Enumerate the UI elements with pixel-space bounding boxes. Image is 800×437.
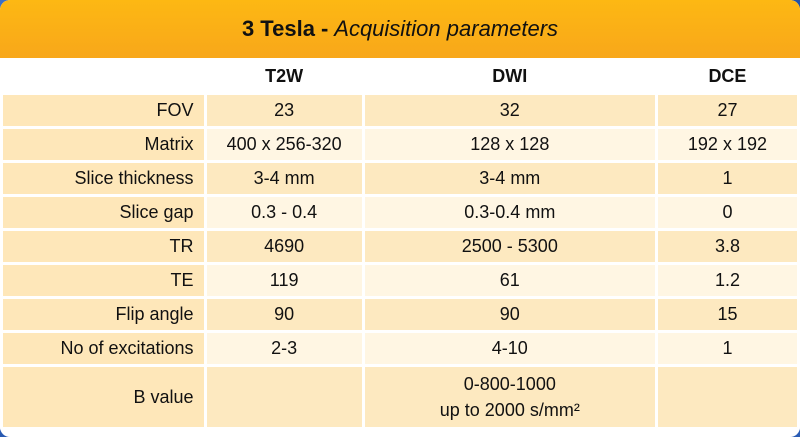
table-row: B value 0-800-1000 up to 2000 s/mm² [3,367,797,427]
table-row: Slice thickness 3-4 mm 3-4 mm 1 [3,163,797,194]
cell-t2w: 2-3 [206,333,362,364]
cell-dwi: 0-800-1000 up to 2000 s/mm² [364,367,655,427]
cell-t2w: 4690 [206,231,362,262]
cell-dce [657,367,797,427]
cell-dwi: 32 [364,95,655,126]
header-blank [3,61,204,92]
row-label: Matrix [3,129,204,160]
cell-dwi: 4-10 [364,333,655,364]
cell-dce: 1.2 [657,265,797,296]
row-label: B value [3,367,204,427]
row-label: TR [3,231,204,262]
header-t2w: T2W [206,61,362,92]
title-subtitle: Acquisition parameters [334,16,559,41]
cell-t2w: 3-4 mm [206,163,362,194]
cell-dce: 3.8 [657,231,797,262]
header-row: T2W DWI DCE [3,61,797,92]
cell-t2w: 400 x 256-320 [206,129,362,160]
cell-t2w [206,367,362,427]
cell-dwi: 128 x 128 [364,129,655,160]
row-label: Flip angle [3,299,204,330]
cell-dwi: 0.3-0.4 mm [364,197,655,228]
cell-dce: 27 [657,95,797,126]
title-bar: 3 Tesla - Acquisition parameters [0,0,800,58]
cell-t2w: 23 [206,95,362,126]
row-label: TE [3,265,204,296]
cell-dwi: 90 [364,299,655,330]
cell-dce: 1 [657,333,797,364]
header-dce: DCE [657,61,797,92]
cell-dce: 192 x 192 [657,129,797,160]
b-value-line-2: up to 2000 s/mm² [439,400,580,420]
cell-dwi: 2500 - 5300 [364,231,655,262]
acquisition-parameters-table: T2W DWI DCE FOV 23 32 27 Matrix 400 x 25… [0,58,800,430]
table-row: Flip angle 90 90 15 [3,299,797,330]
table-row: TR 4690 2500 - 5300 3.8 [3,231,797,262]
row-label: Slice gap [3,197,204,228]
table-row: Matrix 400 x 256-320 128 x 128 192 x 192 [3,129,797,160]
b-value-line-1: 0-800-1000 [463,374,556,394]
row-label: Slice thickness [3,163,204,194]
table-row: Slice gap 0.3 - 0.4 0.3-0.4 mm 0 [3,197,797,228]
header-dwi: DWI [364,61,655,92]
cell-t2w: 0.3 - 0.4 [206,197,362,228]
cell-t2w: 90 [206,299,362,330]
cell-dwi: 3-4 mm [364,163,655,194]
title-separator: - [320,16,329,41]
cell-dwi: 61 [364,265,655,296]
row-label: FOV [3,95,204,126]
cell-dce: 1 [657,163,797,194]
title-main: 3 Tesla [241,16,315,41]
table-row: FOV 23 32 27 [3,95,797,126]
table-row: No of excitations 2-3 4-10 1 [3,333,797,364]
cell-dce: 0 [657,197,797,228]
table-row: TE 119 61 1.2 [3,265,797,296]
cell-t2w: 119 [206,265,362,296]
cell-dce: 15 [657,299,797,330]
row-label: No of excitations [3,333,204,364]
